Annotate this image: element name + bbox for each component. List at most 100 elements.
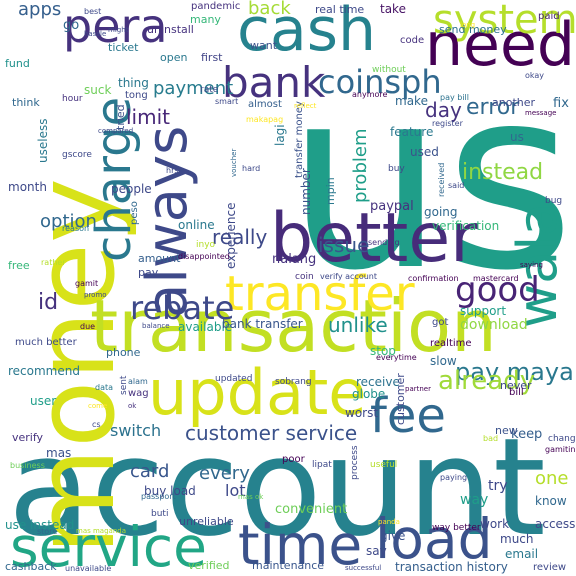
word-gamit: gamit (75, 279, 99, 288)
word-free: free (8, 259, 30, 272)
word-globe: globe (352, 387, 386, 401)
word-back: back (248, 0, 291, 19)
word-panda: panda (378, 518, 400, 526)
word-verification: verification (432, 219, 500, 233)
word-store: store (37, 527, 58, 536)
word-user: user (30, 394, 57, 408)
word-one: one (535, 468, 569, 489)
word-work: work (480, 517, 510, 531)
word-ticket: ticket (108, 41, 139, 54)
word-think: think (12, 96, 40, 109)
word-business: business (10, 461, 45, 470)
word-use-instead: use instead (5, 518, 75, 532)
word-almost: almost (248, 99, 282, 110)
word-register: register (432, 119, 463, 128)
word-service: service (10, 515, 208, 576)
word-process: process (350, 445, 360, 480)
word-use: use (286, 34, 576, 325)
word-fund: fund (5, 57, 30, 70)
word-bug: bug (545, 196, 563, 206)
word-passport: passport (141, 492, 176, 501)
word-pay-bill: pay bill (440, 93, 470, 102)
word-mas-ok: mas ok (238, 493, 264, 501)
word-worst: worst (345, 406, 379, 420)
word-first: first (201, 51, 223, 64)
word-lipat: lipat (312, 460, 332, 470)
word-unlike: unlike (328, 313, 388, 337)
word-much-better: much better (15, 337, 77, 348)
word-load: load (375, 507, 493, 571)
word-promo: promo (84, 291, 107, 299)
word-many: many (190, 13, 221, 26)
word-make: make (395, 94, 428, 108)
word-compared: compared (98, 127, 134, 135)
word-way: way (460, 492, 489, 508)
word-got: got (432, 317, 449, 328)
word-another: another (492, 96, 536, 109)
word-mpin: mpin (324, 177, 337, 205)
word-hard: hard (242, 164, 261, 173)
word-realtime: realtime (430, 338, 472, 349)
word-transfer: transfer (225, 266, 415, 322)
word-every: every (199, 463, 250, 484)
word-apps: apps (18, 0, 62, 20)
word-maintenance: maintenance (252, 559, 325, 572)
word-everytime: everytime (376, 353, 417, 362)
word-data: data (95, 383, 114, 392)
word-convenient: convenient (275, 502, 348, 517)
word-might: might (108, 26, 129, 34)
word-best: best (84, 7, 102, 16)
word-open: open (160, 51, 188, 64)
word-email: email (505, 547, 539, 561)
word-buti: buti (151, 509, 169, 519)
word-sent: sent (119, 375, 129, 395)
word-day: day (425, 98, 462, 122)
word-issue: issue (318, 233, 370, 257)
word-system: system (433, 0, 576, 43)
word-bill: bill (509, 387, 524, 398)
word-cash: cash (237, 0, 377, 65)
word-try: try (488, 478, 508, 494)
word-support: support (460, 304, 507, 318)
word-inyo: inyo (196, 240, 216, 250)
word-already: already (438, 366, 536, 396)
word-account: account (8, 409, 546, 566)
word-month: month (8, 180, 47, 194)
word-hrs: hrs (166, 166, 179, 175)
word-much: much (500, 532, 534, 546)
word-tong: tong (125, 90, 148, 101)
word-bad: bad (483, 434, 499, 443)
word-never: never (500, 379, 532, 392)
word-know: know (535, 494, 567, 508)
word-gamitin: gamitin (545, 445, 576, 454)
word-real-time: real time (315, 3, 365, 16)
word-partner: partner (405, 385, 431, 393)
word-payment: payment (153, 78, 234, 99)
word-makapag: makapag (246, 115, 284, 124)
word-go: go (63, 18, 80, 33)
word-coin: coin (295, 272, 314, 282)
word-balance: balance (142, 322, 170, 330)
word-successful: successful (345, 564, 382, 572)
word-limit: limit (126, 105, 170, 129)
word-us: us (510, 130, 524, 144)
word-ok: ok (128, 402, 137, 410)
word-useful: useful (370, 460, 398, 470)
word-available: available (178, 320, 233, 334)
word-give: give (380, 529, 406, 543)
word-rate: rate (200, 85, 219, 95)
word-sending: sending (368, 238, 400, 247)
word-pandemic: pandemic (191, 1, 241, 12)
word-voucher: voucher (230, 148, 238, 177)
word-said: said (448, 181, 465, 190)
word-take: take (380, 2, 406, 16)
word-phone: phone (106, 346, 141, 359)
word-really: really (212, 225, 268, 249)
word-disappointed: disappointed (178, 252, 230, 261)
word-card: card (130, 461, 170, 482)
word-uninstall: uninstall (147, 23, 194, 36)
word-option: option (40, 211, 97, 232)
word-nalang: nalang (272, 252, 317, 267)
word-feature: feature (390, 125, 434, 139)
